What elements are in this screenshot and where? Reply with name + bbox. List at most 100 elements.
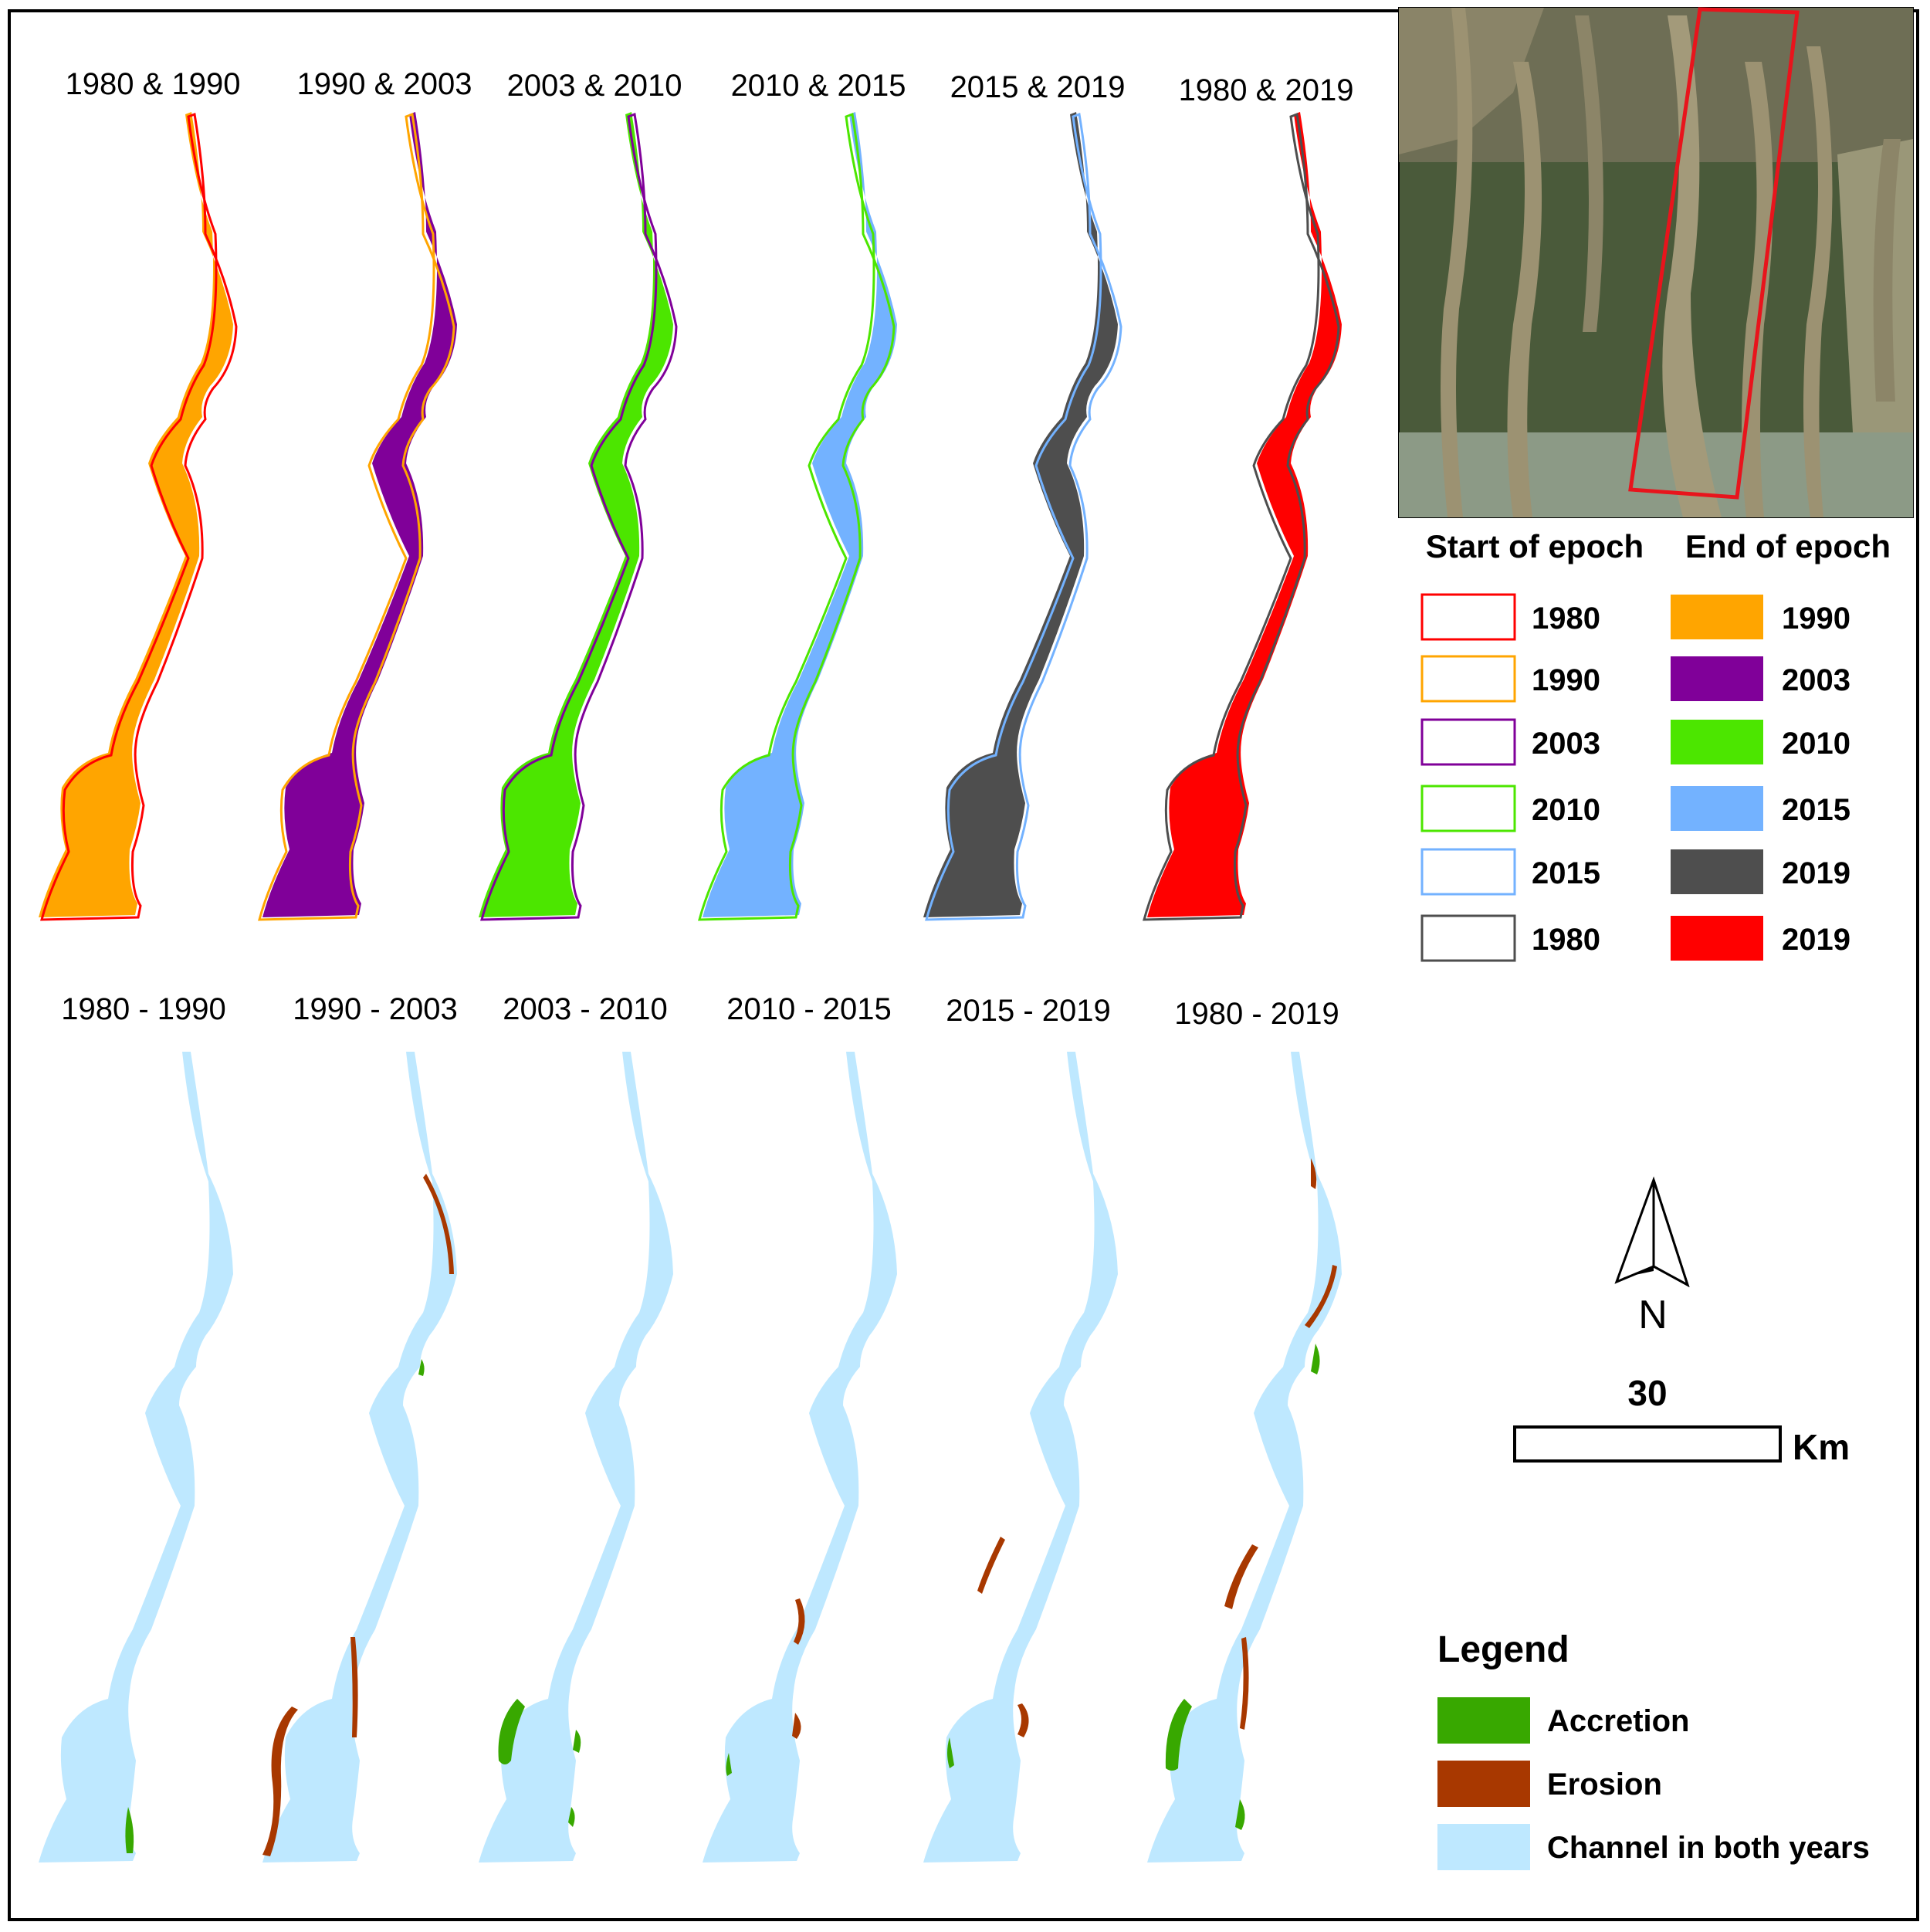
top-panel-map-5 bbox=[923, 112, 1122, 921]
accretion-area bbox=[1235, 1799, 1245, 1830]
erosion-area bbox=[1311, 1158, 1317, 1189]
erosion-area bbox=[1305, 1265, 1337, 1328]
accretion-area bbox=[1311, 1344, 1320, 1374]
accretion-area bbox=[573, 1730, 581, 1753]
channel-both-years bbox=[39, 1052, 233, 1863]
erosion-area bbox=[262, 1707, 298, 1856]
change-legend-item-3: Channel in both years bbox=[1437, 1824, 1870, 1870]
bottom-panel-title-6: 1980 - 2019 bbox=[1174, 997, 1339, 1031]
top-panel-map-1 bbox=[39, 112, 238, 921]
top-panel-title-1: 1980 & 1990 bbox=[66, 67, 241, 101]
bottom-panel-map-2 bbox=[262, 1052, 457, 1863]
scale-bar-value: 30 bbox=[1627, 1373, 1667, 1413]
end-epoch-year: 2015 bbox=[1782, 793, 1850, 827]
end-epoch-year: 2003 bbox=[1782, 663, 1850, 697]
change-legend-item-1: Accretion bbox=[1437, 1697, 1690, 1744]
end-epoch-swatch bbox=[1671, 786, 1763, 831]
change-legend-title: Legend bbox=[1437, 1629, 1569, 1670]
change-legend-swatch bbox=[1437, 1824, 1530, 1870]
change-legend-label: Accretion bbox=[1547, 1704, 1690, 1738]
channel-both-years bbox=[262, 1052, 457, 1863]
start-epoch-swatch bbox=[1420, 785, 1516, 832]
end-epoch-swatch bbox=[1671, 849, 1763, 894]
bottom-panel-title-2: 1990 - 2003 bbox=[293, 992, 458, 1026]
bottom-panel-map-4 bbox=[703, 1052, 897, 1863]
bottom-panel-map-6 bbox=[1147, 1052, 1342, 1863]
bottom-panel-map-1 bbox=[39, 1052, 233, 1863]
end-epoch-channel bbox=[39, 112, 233, 917]
channel-both-years bbox=[703, 1052, 897, 1863]
end-epoch-swatch bbox=[1671, 595, 1763, 639]
end-epoch-swatch bbox=[1671, 656, 1763, 701]
accretion-area bbox=[498, 1699, 525, 1764]
start-epoch-swatch bbox=[1420, 914, 1516, 962]
top-panel-map-6 bbox=[1143, 112, 1342, 921]
accretion-area bbox=[726, 1753, 732, 1776]
erosion-area bbox=[1224, 1544, 1258, 1609]
top-panel-title-3: 2003 & 2010 bbox=[507, 69, 682, 103]
top-panel-map-3 bbox=[479, 112, 678, 921]
top-panel-title-2: 1990 & 2003 bbox=[297, 67, 472, 101]
change-legend-item-2: Erosion bbox=[1437, 1761, 1662, 1807]
erosion-area bbox=[1017, 1703, 1029, 1737]
epoch-legend-row-3: 2003 2010 bbox=[1420, 718, 1850, 766]
erosion-area bbox=[350, 1637, 358, 1737]
end-epoch-year: 1990 bbox=[1782, 602, 1850, 636]
bottom-panel-title-5: 2015 - 2019 bbox=[946, 994, 1111, 1028]
start-epoch-year: 2003 bbox=[1532, 727, 1600, 761]
scale-bar: 30 Km bbox=[1513, 1373, 1850, 1467]
epoch-legend-start-heading: Start of epoch bbox=[1426, 528, 1644, 564]
epoch-legend-row-6: 1980 2019 bbox=[1420, 914, 1850, 962]
bottom-panel-title-1: 1980 - 1990 bbox=[61, 992, 226, 1026]
start-epoch-year: 1980 bbox=[1532, 602, 1600, 636]
change-legend-label: Erosion bbox=[1547, 1768, 1662, 1802]
north-arrow-label: N bbox=[1638, 1293, 1668, 1337]
erosion-area bbox=[792, 1713, 801, 1739]
start-epoch-year: 2015 bbox=[1532, 856, 1600, 890]
accretion-area bbox=[418, 1359, 425, 1376]
erosion-area bbox=[977, 1537, 1005, 1594]
start-epoch-swatch bbox=[1420, 848, 1516, 896]
erosion-area bbox=[1240, 1637, 1249, 1730]
top-panel-map-2 bbox=[258, 112, 457, 921]
epoch-legend-row-2: 1990 2003 bbox=[1420, 655, 1850, 703]
start-epoch-swatch bbox=[1420, 718, 1516, 766]
north-arrow: N bbox=[1614, 1176, 1690, 1337]
end-epoch-swatch bbox=[1671, 916, 1763, 961]
bottom-panel-map-5 bbox=[923, 1052, 1118, 1863]
inset-study-area-box bbox=[1628, 7, 1800, 500]
accretion-area bbox=[125, 1807, 134, 1853]
epoch-legend-end-heading: End of epoch bbox=[1685, 528, 1891, 564]
erosion-area bbox=[794, 1598, 805, 1645]
accretion-area bbox=[568, 1807, 575, 1827]
start-epoch-year: 2010 bbox=[1532, 793, 1600, 827]
start-epoch-year: 1980 bbox=[1532, 923, 1600, 957]
epoch-legend-row-4: 2010 2015 bbox=[1420, 785, 1850, 832]
change-legend: Legend Accretion Erosion Channel in both y… bbox=[1437, 1629, 1870, 1870]
accretion-area bbox=[947, 1737, 954, 1768]
epoch-legend-row-5: 2015 2019 bbox=[1420, 848, 1850, 896]
scale-bar-unit: Km bbox=[1793, 1427, 1850, 1467]
change-legend-swatch bbox=[1437, 1697, 1530, 1744]
bottom-panel-title-3: 2003 - 2010 bbox=[503, 992, 668, 1026]
top-panel-title-5: 2015 & 2019 bbox=[950, 70, 1126, 104]
erosion-area bbox=[423, 1174, 454, 1274]
end-epoch-channel bbox=[479, 112, 673, 917]
epoch-legend-row-1: 1980 1990 bbox=[1420, 593, 1850, 641]
bottom-panel-map-3 bbox=[479, 1052, 673, 1863]
start-epoch-swatch bbox=[1420, 655, 1516, 703]
channel-both-years bbox=[923, 1052, 1118, 1863]
change-legend-swatch bbox=[1437, 1761, 1530, 1807]
change-legend-label: Channel in both years bbox=[1547, 1831, 1870, 1865]
epoch-legend: Start of epoch End of epoch 1980 1990 1990… bbox=[1420, 528, 1891, 962]
top-panel-title-6: 1980 & 2019 bbox=[1179, 73, 1354, 107]
accretion-area bbox=[1165, 1699, 1192, 1771]
inset-satellite-map bbox=[1398, 7, 1914, 518]
end-epoch-channel bbox=[923, 112, 1118, 917]
end-epoch-year: 2019 bbox=[1782, 856, 1850, 890]
end-epoch-swatch bbox=[1671, 720, 1763, 764]
end-epoch-year: 2010 bbox=[1782, 727, 1850, 761]
start-epoch-swatch bbox=[1420, 593, 1516, 641]
end-epoch-year: 2019 bbox=[1782, 923, 1850, 957]
